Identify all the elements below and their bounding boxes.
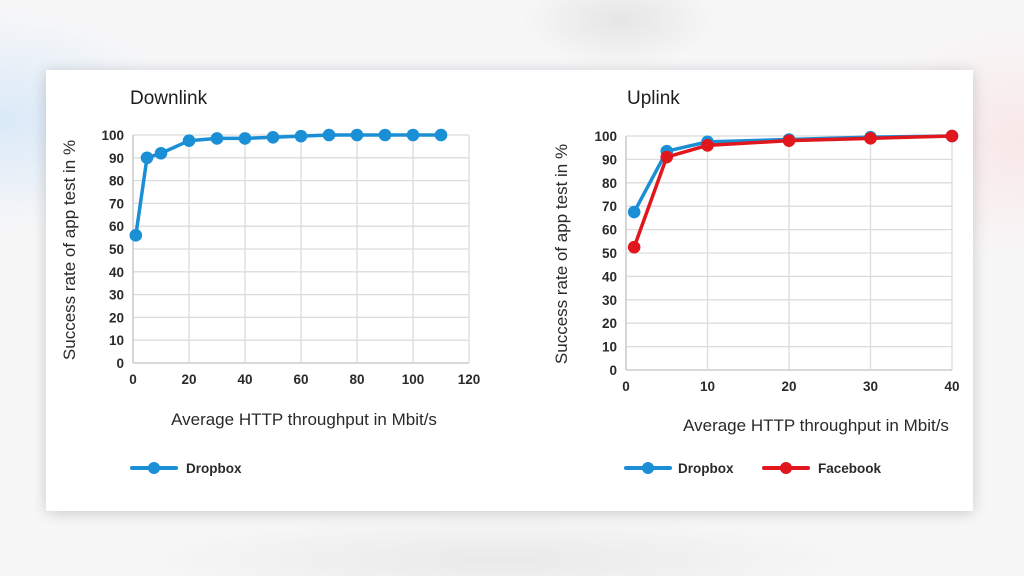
dropbox-line xyxy=(134,133,441,236)
legend-item-dropbox: Dropbox xyxy=(130,461,242,476)
dropbox-data-point xyxy=(434,128,448,142)
x-tick-label: 40 xyxy=(237,372,252,387)
series-dropbox xyxy=(129,128,448,242)
uplink-legend: Dropbox Facebook xyxy=(624,461,882,476)
y-tick-label: 80 xyxy=(109,174,124,189)
uplink-plot-area: 0 10 20 30 40 50 60 70 80 90 100 0 10 20 30 40 xyxy=(594,129,959,394)
dropbox-data-point xyxy=(154,146,168,160)
legend-item-dropbox: Dropbox xyxy=(624,461,734,476)
facebook-data-point xyxy=(864,132,877,145)
y-tick-label: 50 xyxy=(602,246,617,261)
dropbox-data-point xyxy=(140,151,154,165)
dropbox-line xyxy=(632,134,953,213)
y-tick-label: 70 xyxy=(602,199,617,214)
dropbox-legend-marker-icon xyxy=(642,462,654,474)
y-tick-label: 20 xyxy=(109,310,124,325)
downlink-title: Downlink xyxy=(130,88,208,109)
y-tick-label: 0 xyxy=(116,356,124,371)
dropbox-legend-marker-icon xyxy=(148,462,160,474)
y-tick-label: 50 xyxy=(109,242,124,257)
uplink-y-axis-label: Success rate of app test in % xyxy=(552,144,571,364)
y-tick-label: 90 xyxy=(602,152,617,167)
x-tick-label: 120 xyxy=(458,372,481,387)
dropbox-data-point xyxy=(210,132,224,145)
facebook-data-point xyxy=(782,134,796,147)
facebook-data-point xyxy=(660,150,674,164)
y-tick-label: 40 xyxy=(109,265,124,280)
downlink-panel: Downlink 0 10 20 30 40 50 60 70 80 90 100 0 20 40 60 80… xyxy=(60,88,480,476)
x-tick-label: 0 xyxy=(129,372,137,387)
dropbox-data-point xyxy=(266,130,280,144)
dropbox-data-point xyxy=(322,128,336,142)
uplink-x-axis-label: Average HTTP throughput in Mbit/s xyxy=(683,416,949,435)
downlink-y-axis-label: Success rate of app test in % xyxy=(60,140,79,360)
y-tick-label: 90 xyxy=(109,151,124,166)
series-facebook xyxy=(627,129,959,254)
y-tick-label: 100 xyxy=(594,129,617,144)
x-tick-label: 20 xyxy=(181,372,196,387)
chart-card: Downlink 0 10 20 30 40 50 60 70 80 90 100 0 20 40 60 80… xyxy=(46,70,973,511)
x-tick-label: 0 xyxy=(622,379,630,394)
dropbox-data-point xyxy=(182,134,196,147)
legend-item-facebook: Facebook xyxy=(762,461,882,476)
dropbox-data-point xyxy=(294,129,308,143)
y-tick-label: 20 xyxy=(602,316,617,331)
dropbox-data-point xyxy=(238,132,252,145)
facebook-data-point xyxy=(627,240,641,254)
y-tick-label: 80 xyxy=(602,176,617,191)
downlink-x-axis-label: Average HTTP throughput in Mbit/s xyxy=(171,410,437,429)
y-tick-label: 10 xyxy=(602,340,617,355)
y-tick-label: 40 xyxy=(602,269,617,284)
x-tick-label: 40 xyxy=(944,379,959,394)
dropbox-data-point xyxy=(350,128,364,142)
legend-label-dropbox: Dropbox xyxy=(186,461,242,476)
x-tick-label: 60 xyxy=(293,372,308,387)
x-tick-label: 10 xyxy=(700,379,715,394)
uplink-title: Uplink xyxy=(627,88,680,109)
dropbox-data-point xyxy=(406,128,420,142)
y-tick-label: 60 xyxy=(109,219,124,234)
x-tick-label: 100 xyxy=(402,372,425,387)
x-tick-label: 30 xyxy=(863,379,878,394)
facebook-data-point xyxy=(945,129,959,143)
facebook-line xyxy=(632,134,953,248)
downlink-plot-area: 0 10 20 30 40 50 60 70 80 90 100 0 20 40 60 80 100 120 xyxy=(101,128,480,387)
y-tick-label: 30 xyxy=(109,288,124,303)
facebook-data-point xyxy=(701,139,714,152)
y-tick-label: 10 xyxy=(109,333,124,348)
uplink-panel: Uplink 0 10 20 30 40 50 60 70 80 90 100 0 10 20 30 40 A… xyxy=(552,88,960,476)
facebook-legend-marker-icon xyxy=(780,462,792,474)
y-tick-label: 60 xyxy=(602,223,617,238)
x-tick-label: 20 xyxy=(781,379,796,394)
dropbox-data-point xyxy=(129,229,143,242)
dropbox-data-point xyxy=(378,128,392,142)
y-tick-label: 100 xyxy=(101,128,124,143)
x-tick-label: 80 xyxy=(349,372,364,387)
y-tick-label: 0 xyxy=(609,363,617,378)
y-tick-label: 30 xyxy=(602,293,617,308)
dropbox-data-point xyxy=(627,205,641,219)
legend-label-facebook: Facebook xyxy=(818,461,882,476)
downlink-legend: Dropbox xyxy=(130,461,242,476)
legend-label-dropbox: Dropbox xyxy=(678,461,734,476)
y-tick-label: 70 xyxy=(109,196,124,211)
